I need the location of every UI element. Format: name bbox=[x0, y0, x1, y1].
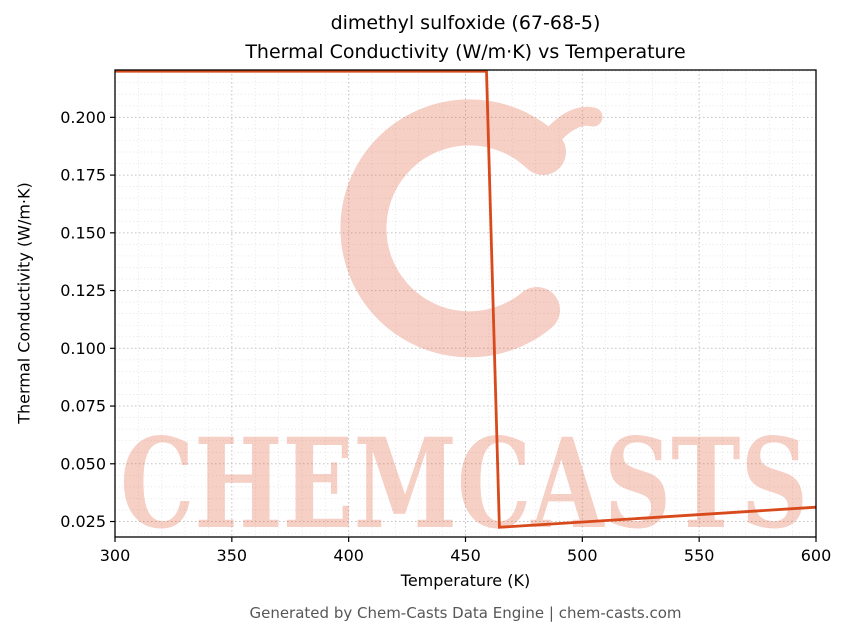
x-axis-label: Temperature (K) bbox=[400, 571, 531, 590]
x-tick-label: 500 bbox=[567, 546, 598, 565]
x-tick-label: 300 bbox=[100, 546, 131, 565]
watermark-text: CHEMCASTS bbox=[120, 412, 808, 557]
y-tick-label: 0.175 bbox=[60, 166, 106, 185]
chemcasts-logo-icon bbox=[340, 99, 603, 358]
y-tick-label: 0.075 bbox=[60, 397, 106, 416]
footer-credit: Generated by Chem-Casts Data Engine | ch… bbox=[249, 604, 682, 622]
axis-ticks bbox=[110, 116, 817, 542]
chart-title: dimethyl sulfoxide (67-68-5) bbox=[330, 12, 601, 34]
y-tick-label: 0.025 bbox=[60, 512, 106, 531]
y-tick-label: 0.050 bbox=[60, 454, 106, 473]
data-line-thermal_conductivity bbox=[115, 70, 816, 529]
y-tick-label: 0.150 bbox=[60, 223, 106, 242]
chart-subtitle: Thermal Conductivity (W/m·K) vs Temperat… bbox=[245, 41, 686, 63]
tick-labels: 300 350 400 450 500 550 600 0.025 0.050 0.075 0.10… bbox=[60, 108, 831, 565]
x-tick-label: 600 bbox=[801, 546, 832, 565]
x-tick-label: 450 bbox=[450, 546, 481, 565]
major-gridlines bbox=[115, 70, 816, 537]
x-tick-label: 350 bbox=[217, 546, 248, 565]
x-tick-label: 400 bbox=[333, 546, 364, 565]
y-axis-label: Thermal Conductivity (W/m·K) bbox=[14, 182, 34, 424]
y-tick-label: 0.125 bbox=[60, 281, 106, 300]
y-tick-label: 0.100 bbox=[60, 339, 106, 358]
x-tick-label: 550 bbox=[684, 546, 715, 565]
y-tick-label: 0.200 bbox=[60, 108, 106, 127]
